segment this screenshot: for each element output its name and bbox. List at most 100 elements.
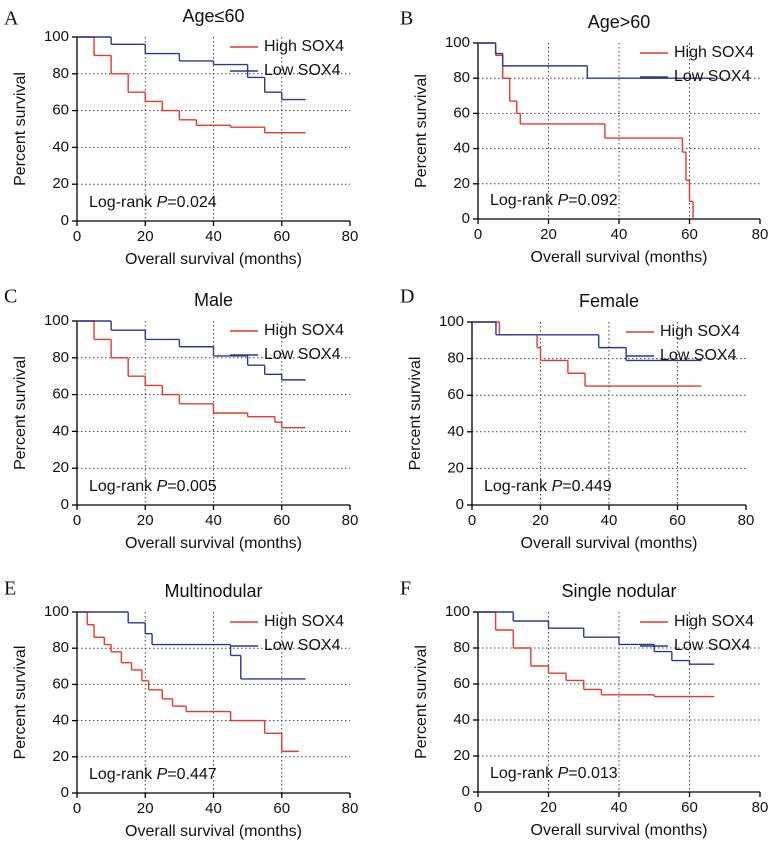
y-tick-label: 0	[456, 496, 464, 513]
panel-label: B	[400, 8, 413, 30]
annotation: Log-rank P=0.092	[490, 192, 618, 209]
chart-panel: E Multinodular Overall survival (months) Pe…	[4, 578, 358, 841]
x-tick-label: 80	[342, 800, 359, 817]
annotation-part: P	[157, 478, 168, 495]
y-tick-label: 40	[453, 140, 470, 157]
y-axis-label: Percent survival	[12, 646, 29, 760]
legend-label: Low SOX4	[674, 637, 751, 654]
y-tick-label: 40	[453, 711, 470, 728]
y-tick-label: 80	[52, 639, 69, 656]
y-tick-label: 100	[445, 603, 470, 620]
legend-label: High SOX4	[674, 613, 754, 630]
chart-panel: F Single nodular Overall survival (months)…	[400, 578, 768, 840]
y-tick-label: 60	[453, 104, 470, 121]
x-axis-label: Overall survival (months)	[531, 822, 708, 839]
y-tick-label: 100	[439, 313, 464, 330]
x-tick-label: 80	[752, 799, 769, 816]
y-tick-label: 100	[445, 34, 470, 51]
y-tick-label: 20	[447, 459, 464, 476]
x-tick-label: 20	[137, 228, 154, 245]
annotation: Log-rank P=0.024	[89, 194, 217, 211]
x-tick-label: 20	[532, 512, 549, 529]
x-tick-label: 60	[669, 512, 686, 529]
y-tick-label: 20	[52, 748, 69, 765]
y-tick-label: 0	[462, 783, 470, 800]
legend-label: High SOX4	[264, 322, 344, 339]
y-axis-label: Percent survival	[12, 72, 29, 186]
panel-label: A	[4, 8, 19, 30]
x-tick-label: 40	[205, 512, 222, 529]
annotation-part: =0.024	[167, 194, 216, 211]
legend-label: High SOX4	[674, 44, 754, 61]
panel-label: E	[4, 578, 16, 600]
y-tick-label: 60	[52, 675, 69, 692]
x-axis-label: Overall survival (months)	[125, 535, 302, 552]
x-tick-label: 60	[273, 512, 290, 529]
annotation-part: =0.013	[568, 765, 617, 782]
chart-title: Multinodular	[164, 581, 262, 601]
chart-panel: D Female Overall survival (months) Percent …	[400, 286, 754, 553]
y-tick-label: 80	[447, 350, 464, 367]
legend-label: Low SOX4	[674, 68, 751, 85]
annotation-part: P	[157, 766, 168, 783]
x-tick-label: 80	[752, 226, 769, 243]
x-axis-label: Overall survival (months)	[125, 823, 302, 840]
annotation-part: =0.449	[562, 478, 611, 495]
y-tick-label: 40	[52, 138, 69, 155]
x-tick-label: 40	[611, 799, 628, 816]
annotation-part: P	[157, 194, 168, 211]
chart-panel: B Age>60 Overall survival (months) Percent …	[400, 8, 768, 267]
legend-label: Low SOX4	[264, 346, 341, 363]
y-tick-label: 80	[52, 349, 69, 366]
annotation-part: Log-rank	[490, 765, 558, 782]
legend-label: Low SOX4	[264, 62, 341, 79]
y-tick-label: 80	[453, 639, 470, 656]
legend-label: High SOX4	[264, 38, 344, 55]
annotation-part: Log-rank	[89, 766, 157, 783]
y-tick-label: 60	[447, 386, 464, 403]
y-tick-label: 100	[44, 603, 69, 620]
x-tick-label: 60	[681, 226, 698, 243]
y-tick-label: 40	[52, 422, 69, 439]
annotation: Log-rank P=0.449	[484, 478, 612, 495]
y-axis-label: Percent survival	[12, 356, 29, 470]
chart-title: Male	[194, 290, 233, 310]
x-tick-label: 40	[601, 512, 618, 529]
annotation-part: Log-rank	[89, 194, 157, 211]
y-tick-label: 100	[44, 28, 69, 45]
annotation: Log-rank P=0.013	[490, 765, 618, 782]
x-tick-label: 0	[468, 512, 476, 529]
annotation-part: =0.447	[167, 766, 216, 783]
y-tick-label: 20	[52, 175, 69, 192]
x-tick-label: 40	[205, 800, 222, 817]
y-tick-label: 0	[462, 210, 470, 227]
y-tick-label: 60	[52, 102, 69, 119]
y-tick-label: 100	[44, 312, 69, 329]
x-tick-label: 80	[342, 228, 359, 245]
y-tick-label: 80	[52, 65, 69, 82]
x-tick-label: 60	[273, 800, 290, 817]
annotation: Log-rank P=0.447	[89, 766, 217, 783]
y-tick-label: 40	[52, 712, 69, 729]
chart-title: Age>60	[588, 12, 651, 32]
x-tick-label: 80	[342, 512, 359, 529]
annotation-part: =0.005	[167, 478, 216, 495]
x-tick-label: 40	[205, 228, 222, 245]
y-tick-label: 80	[453, 69, 470, 86]
x-tick-label: 20	[540, 226, 557, 243]
legend-label: Low SOX4	[264, 637, 341, 654]
annotation-part: Log-rank	[484, 478, 552, 495]
annotation-part: Log-rank	[490, 192, 558, 209]
legend-label: High SOX4	[264, 613, 344, 630]
annotation-part: P	[558, 765, 569, 782]
y-tick-label: 60	[52, 386, 69, 403]
annotation-part: P	[558, 192, 569, 209]
panel-label: D	[400, 286, 414, 308]
legend-label: Low SOX4	[660, 347, 737, 364]
legend-label: High SOX4	[660, 323, 740, 340]
panel-label: F	[400, 578, 411, 600]
chart-panel: A Age≤60 Overall survival (months) Percent …	[4, 6, 358, 268]
x-tick-label: 0	[474, 799, 482, 816]
y-axis-label: Percent survival	[413, 74, 430, 188]
x-tick-label: 60	[273, 228, 290, 245]
